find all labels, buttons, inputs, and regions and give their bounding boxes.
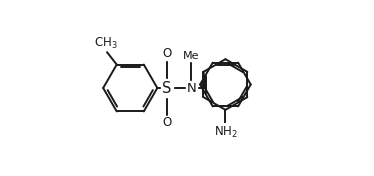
Text: S: S <box>162 80 172 96</box>
Text: O: O <box>162 116 172 129</box>
Text: O: O <box>162 47 172 60</box>
Text: N: N <box>187 81 196 95</box>
Text: NH$_2$: NH$_2$ <box>214 125 237 140</box>
Text: CH$_3$: CH$_3$ <box>94 36 118 51</box>
Text: Me: Me <box>183 51 200 61</box>
